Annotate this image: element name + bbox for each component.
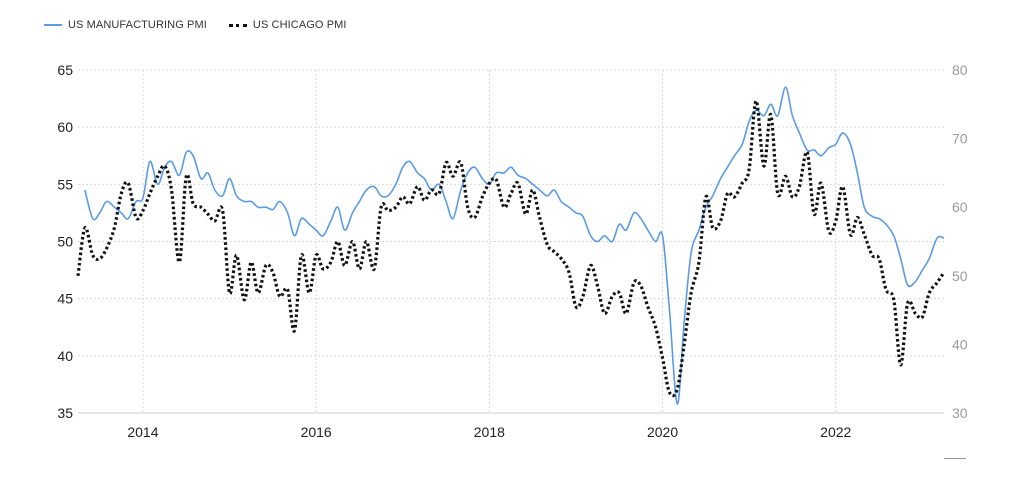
y-right-tick-label: 60: [952, 199, 968, 215]
y-axis-right: 30 40 50 60 70 80: [952, 62, 968, 421]
legend-swatch-solid: [44, 24, 62, 26]
x-tick-label: 2022: [820, 424, 851, 440]
y-right-tick-label: 50: [952, 268, 968, 284]
x-tick-label: 2016: [301, 424, 332, 440]
y-left-tick-label: 65: [57, 62, 73, 78]
grid: [78, 69, 944, 414]
y-right-tick-label: 70: [952, 131, 968, 147]
x-tick-label: 2020: [647, 424, 678, 440]
y-left-tick-label: 45: [57, 291, 73, 307]
legend-item-chicago: US CHICAGO PMI: [228, 19, 347, 31]
y-left-tick-label: 60: [57, 119, 73, 135]
chart-legend: US MANUFACTURING PMI US CHICAGO PMI: [44, 19, 347, 31]
y-left-tick-label: 50: [57, 234, 73, 250]
legend-swatch-dotted: [228, 23, 247, 27]
y-axis-left: 35 40 45 50 55 60 65: [57, 62, 73, 421]
x-axis: 2014 2016 2018 2020 2022: [127, 424, 851, 440]
corner-mark: [944, 458, 966, 459]
legend-item-manufacturing: US MANUFACTURING PMI: [44, 19, 207, 31]
legend-label: US CHICAGO PMI: [252, 19, 347, 31]
x-tick-label: 2014: [127, 424, 158, 440]
x-tick-label: 2018: [474, 424, 505, 440]
series-layer: [76, 86, 946, 405]
y-left-tick-label: 40: [57, 348, 73, 364]
legend-label: US MANUFACTURING PMI: [68, 19, 207, 31]
y-right-tick-label: 40: [952, 336, 968, 352]
y-right-tick-label: 80: [952, 62, 968, 78]
series-line-manufacturing-pmi: [84, 86, 945, 405]
series-line-chicago-pmi: [76, 99, 946, 398]
y-right-tick-label: 30: [952, 405, 968, 421]
y-left-tick-label: 35: [57, 405, 73, 421]
y-left-tick-label: 55: [57, 176, 73, 192]
